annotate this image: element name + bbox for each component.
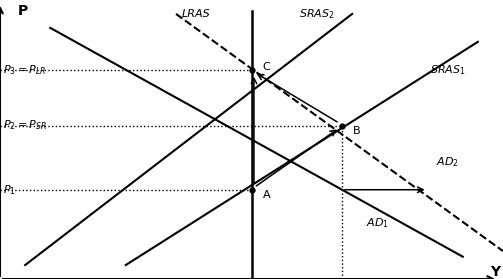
Text: SRAS$_1$: SRAS$_1$ (430, 63, 466, 77)
Text: P: P (18, 4, 28, 18)
Text: A: A (263, 190, 271, 200)
Text: C: C (263, 62, 271, 72)
Text: AD$_1$: AD$_1$ (366, 216, 389, 230)
Text: B: B (353, 126, 361, 136)
Text: SRAS$_2$: SRAS$_2$ (299, 7, 334, 21)
Text: $P_2 = P_{SR}$: $P_2 = P_{SR}$ (3, 119, 46, 133)
Text: AD$_2$: AD$_2$ (436, 155, 459, 169)
Text: Y: Y (490, 265, 500, 279)
Text: $P_1$: $P_1$ (3, 183, 16, 197)
Text: $P_3 = P_{LR}$: $P_3 = P_{LR}$ (3, 63, 46, 77)
Text: LRAS: LRAS (182, 9, 211, 19)
